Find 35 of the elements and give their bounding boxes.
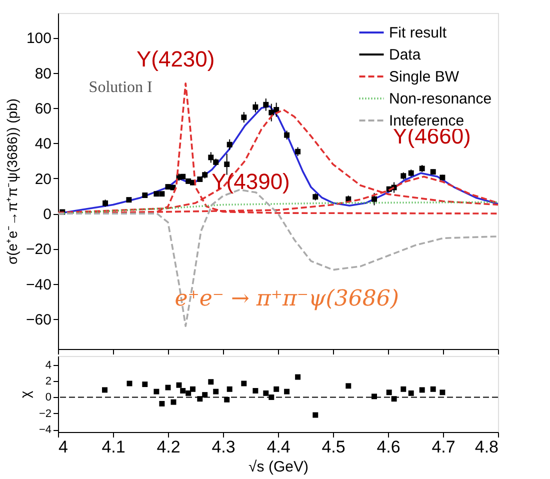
y-tick-label: 0 — [45, 392, 52, 404]
annotation: e⁺e⁻ → π⁺π⁻ψ(3686) — [174, 286, 399, 312]
y-tick-label: 100 — [26, 30, 52, 48]
y-tick-label: −40 — [26, 276, 52, 294]
x-tick-label: 4 — [58, 438, 68, 456]
y-tick-label: 40 — [34, 136, 52, 153]
legend-label: Inteference — [389, 112, 464, 130]
y-tick-label: 0 — [43, 206, 52, 224]
x-tick-label: 4.5 — [322, 438, 346, 456]
y-tick-label: −4 — [38, 424, 52, 436]
annotation: Y(4230) — [136, 46, 215, 72]
y-tick-label: 2 — [45, 376, 52, 388]
y-tick-label: 80 — [34, 65, 52, 82]
y-tick-label: −20 — [26, 241, 52, 258]
annotation: Solution I — [88, 78, 152, 96]
y-tick-label: −60 — [26, 312, 52, 329]
x-tick-label: 4.6 — [376, 438, 400, 456]
legend-label: Non-resonance — [389, 90, 492, 108]
x-tick-label: 4.4 — [266, 438, 290, 456]
x-tick-label: 4.8 — [474, 438, 498, 456]
x-tick-label: 4.2 — [156, 438, 180, 456]
y-tick-label: 4 — [45, 359, 52, 372]
x-tick-label: 4.7 — [432, 438, 456, 456]
legend-label: Single BW — [389, 68, 460, 86]
x-tick-label: 4.3 — [212, 438, 236, 456]
y-tick-label: 60 — [34, 100, 52, 118]
x-tick-label: 4.1 — [102, 438, 126, 456]
x-axis-title: √s (GeV) — [248, 458, 308, 476]
annotation: Y(4390) — [212, 168, 290, 194]
legend-label: Data — [389, 46, 422, 64]
y-axis-title: χ — [16, 390, 33, 398]
y-tick-label: 20 — [34, 170, 52, 188]
legend-label: Fit result — [389, 24, 448, 42]
y-tick-label: −2 — [38, 408, 52, 420]
y-axis-title: σ(e⁺e⁻→π⁺π⁻ψ(3686)) (pb) — [4, 98, 20, 265]
